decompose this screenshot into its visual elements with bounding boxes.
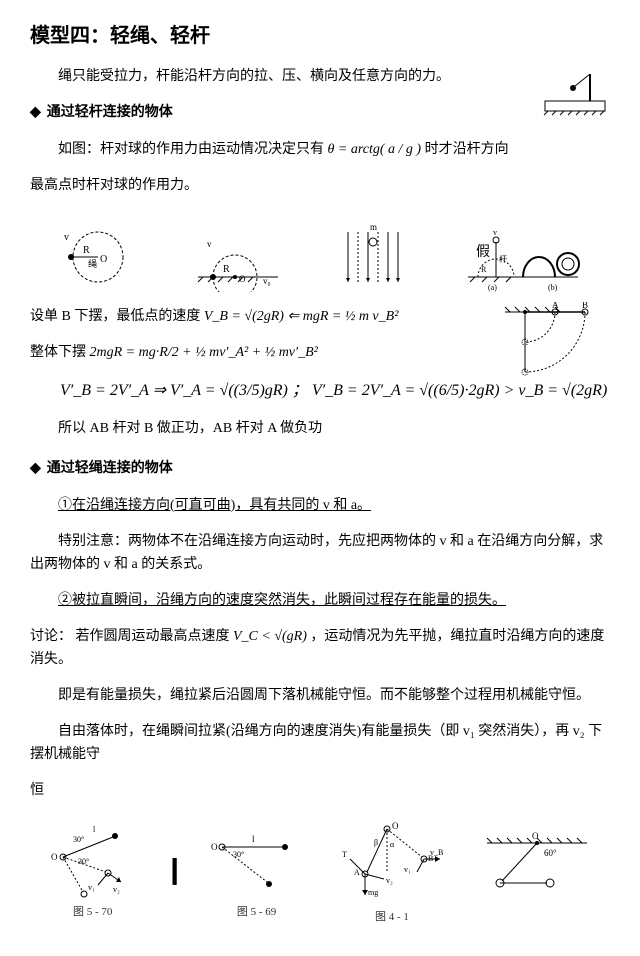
svg-text:O: O (211, 842, 218, 852)
svg-text:杆: 杆 (499, 254, 507, 264)
diamond-icon-2: ◆ (30, 458, 41, 480)
sec1-conclusion: 所以 AB 杆对 B 做正功，AB 杆对 A 做负功 (30, 418, 610, 440)
formula-vb: V_B = √(2gR) (204, 309, 284, 324)
svg-text:O: O (51, 852, 58, 862)
diagram-rod-top (540, 66, 610, 116)
svg-text:v: v (207, 239, 212, 249)
svg-text:v₁: v₁ (404, 865, 411, 874)
sec2-p2: 即是有能量损失，绳拉紧后沿圆周下落机械能守恒。而不能够整个过程用机械能守恒。 (30, 685, 610, 707)
section1-title: 通过轻杆连接的物体 (47, 102, 173, 124)
diagram-60deg: O 60° (477, 831, 597, 911)
svg-text:O: O (239, 274, 246, 284)
sec2-discuss: 讨论： 若作圆周运动最高点速度 V_C < √(gR) ，运动情况为先平抛，绳拉… (30, 626, 610, 671)
sec2-p3: 自由落体时，在绳瞬间拉紧(沿绳方向的速度消失)有能量损失（即 v₁ 突然消失），… (30, 721, 610, 766)
svg-text:(a): (a) (488, 283, 497, 292)
svg-text:O: O (532, 831, 539, 841)
svg-text:绳: 绳 (88, 258, 97, 269)
section2-head: ◆ 通过轻绳连接的物体 (30, 458, 610, 480)
diagram-arc-ground: R O v v₀ (193, 222, 283, 292)
sec2-b2: ②被拉直瞬间，沿绳方向的速度突然消失，此瞬间过程存在能量的损失。 (30, 590, 610, 612)
svg-text:30°: 30° (73, 835, 84, 844)
formula-theta: θ = arctg( a / g ) (328, 142, 422, 157)
diagram-circle-dashed: O R v 绳 (58, 222, 138, 292)
svg-text:v₁: v₁ (88, 883, 95, 892)
svg-text:A: A (552, 302, 559, 310)
caption-4-1: 图 4 - 1 (332, 909, 452, 927)
sec1-p1: 如图：杆对球的作用力由运动情况决定只有 θ = arctg( a / g ) 时… (30, 139, 610, 161)
svg-text:(b): (b) (548, 283, 558, 292)
svg-text:m: m (370, 222, 377, 232)
section2-title: 通过轻绳连接的物体 (47, 458, 173, 480)
svg-text:v₂: v₂ (386, 876, 393, 885)
svg-text:β: β (374, 838, 378, 847)
diagram-row-1: O R v 绳 R O v v₀ (30, 222, 610, 292)
svg-text:v_B: v_B (430, 848, 443, 857)
divider-bar: ┃ (168, 854, 181, 889)
svg-text:30°: 30° (233, 850, 244, 859)
diagram-5-70: O 30° 30° l v₂ v₁ 图 5 - 70 (43, 822, 143, 922)
sec1-p2: 最高点时杆对球的作用力。 (30, 175, 610, 197)
diagram-double-arc: 杆 R v (a) (b) (463, 222, 583, 292)
sec2-p1: 特别注意：两物体不在沿绳连接方向运动时，先应把两物体的 v 和 a 在沿绳方向分… (30, 531, 610, 576)
section1-head: ◆ 通过轻杆连接的物体 (30, 102, 530, 124)
heng: 恒 (30, 780, 610, 802)
svg-text:R: R (481, 265, 487, 274)
formula-main: V′_B = 2V′_A ⇒ V′_A = √((3/5)gR) ； V′_B … (30, 378, 610, 404)
svg-text:mg: mg (368, 888, 378, 897)
diagram-ab-swing: A B (500, 302, 610, 387)
svg-text:R: R (223, 264, 230, 275)
svg-text:v₀: v₀ (263, 276, 271, 286)
svg-text:v: v (64, 232, 69, 243)
svg-text:l: l (252, 834, 255, 844)
svg-text:T: T (342, 850, 347, 859)
svg-text:v₂: v₂ (113, 885, 120, 894)
svg-text:O: O (392, 821, 399, 831)
diagram-4-1: O B A α β mg T v₂ v_B v₁ 图 4 - 1 (332, 817, 452, 927)
formula-whole: 2mgR = mg·R/2 + ½ mv′_A² + ½ mv′_B² (90, 345, 318, 360)
svg-text:B: B (582, 302, 588, 310)
svg-text:l: l (93, 825, 96, 834)
svg-text:A: A (354, 868, 360, 877)
diamond-icon: ◆ (30, 102, 41, 124)
svg-text:O: O (100, 254, 107, 265)
svg-text:30°: 30° (78, 857, 89, 866)
diagram-parallel-lines: m (338, 222, 408, 292)
diagram-row-bottom: O 30° 30° l v₂ v₁ 图 5 - 70 ┃ O l 30° (30, 817, 610, 927)
intro-text: 绳只能受拉力，杆能沿杆方向的拉、压、横向及任意方向的力。 (30, 66, 610, 88)
svg-text:v: v (493, 228, 497, 237)
formula-vc: V_C < √(gR) (233, 629, 307, 644)
sec2-b1: ①在沿绳连接方向(可直可曲)，具有共同的 v 和 a。 (30, 495, 610, 517)
diagram-5-69: O l 30° 图 5 - 69 (207, 822, 307, 922)
page-title: 模型四：轻绳、轻杆 (30, 20, 610, 52)
svg-text:R: R (83, 245, 90, 256)
formula-energy: mgR = ½ m v_B² (303, 309, 399, 324)
caption-5-70: 图 5 - 70 (43, 904, 143, 922)
svg-text:60°: 60° (544, 848, 557, 858)
caption-5-69: 图 5 - 69 (207, 904, 307, 922)
